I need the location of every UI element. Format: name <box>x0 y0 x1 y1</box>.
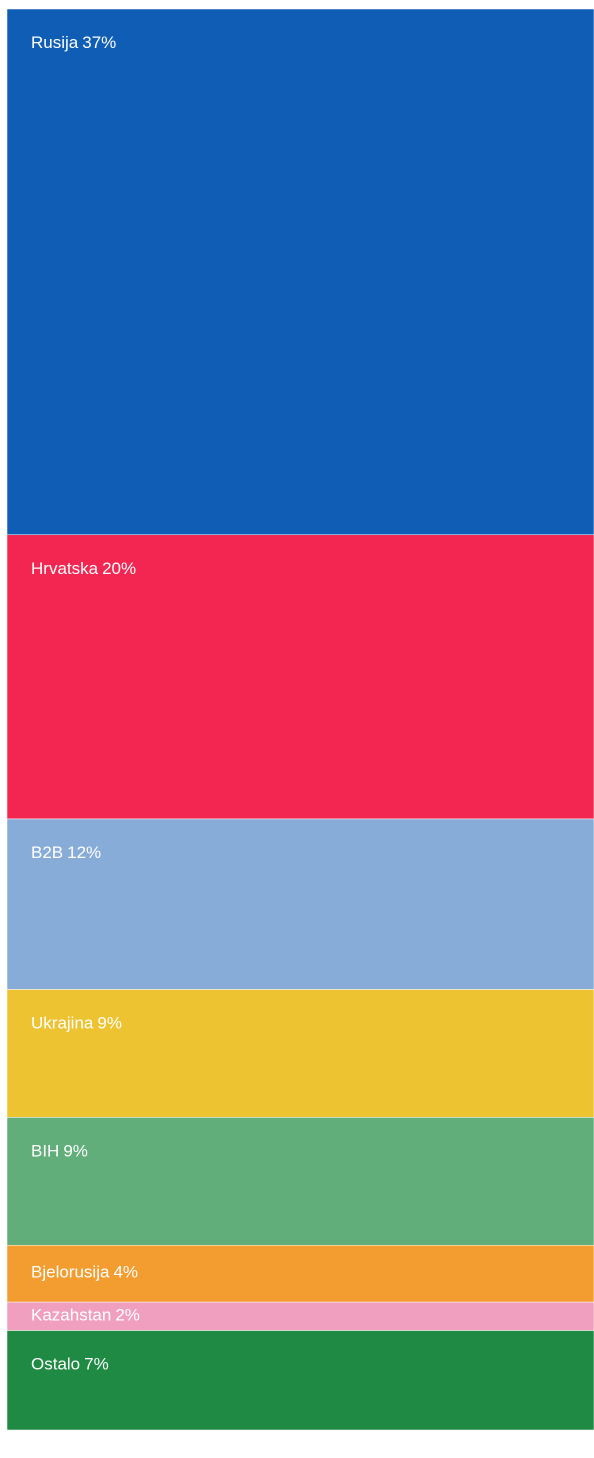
segment-label: Bjelorusija 4% <box>31 1263 138 1282</box>
segment-label: BIH 9% <box>31 1142 88 1161</box>
category-name: Ostalo <box>31 1355 80 1374</box>
segment <box>6 1245 594 1303</box>
value-label: 2% <box>115 1306 140 1325</box>
category-name: Kazahstan <box>31 1306 111 1325</box>
value-label: 9% <box>97 1014 122 1033</box>
segment <box>6 534 594 820</box>
value-label: 37% <box>82 33 116 52</box>
value-label: 12% <box>67 843 101 862</box>
value-label: 9% <box>63 1142 88 1161</box>
segment-label: Ostalo 7% <box>31 1355 109 1374</box>
segment <box>6 989 594 1118</box>
value-label: 20% <box>102 559 136 578</box>
segment-label: B2B 12% <box>31 843 101 862</box>
segment <box>6 1330 594 1431</box>
segment <box>6 818 594 990</box>
category-name: Bjelorusija <box>31 1263 110 1282</box>
segment-label: Ukrajina 9% <box>31 1014 122 1033</box>
segment-label: Rusija 37% <box>31 33 116 52</box>
segment <box>6 8 594 536</box>
category-name: BIH <box>31 1142 59 1161</box>
category-name: Ukrajina <box>31 1014 94 1033</box>
segment-label: Kazahstan 2% <box>31 1306 140 1325</box>
category-name: Rusija <box>31 33 79 52</box>
segment <box>6 1117 594 1246</box>
category-name: Hrvatska <box>31 559 99 578</box>
segment <box>6 1301 594 1331</box>
value-label: 7% <box>84 1355 109 1374</box>
category-name: B2B <box>31 843 63 862</box>
segment-label: Hrvatska 20% <box>31 559 136 578</box>
value-label: 4% <box>113 1263 138 1282</box>
